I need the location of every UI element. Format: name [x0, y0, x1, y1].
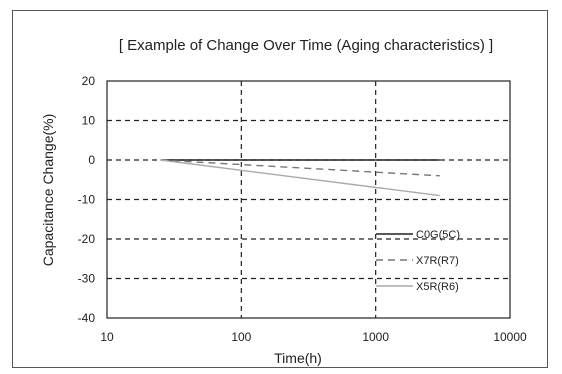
legend-label: C0G(5C): [416, 229, 460, 241]
y-tick-label: -40: [78, 311, 96, 325]
y-tick-label: -20: [78, 232, 96, 246]
x-tick-label: 1000: [362, 330, 389, 344]
series-line-x7r-r7: [161, 160, 440, 176]
chart-title: [ Example of Change Over Time (Aging cha…: [119, 37, 493, 54]
x-tick-label: 10000: [493, 330, 527, 344]
legend-label: X7R(R7): [416, 255, 459, 267]
y-tick-label: 20: [82, 74, 96, 88]
legend-label: X5R(R6): [416, 281, 459, 293]
y-tick-label: 10: [82, 114, 96, 128]
series-line-x5r-r6: [161, 160, 440, 196]
y-tick-label: -10: [78, 193, 96, 207]
y-tick-label: 0: [88, 153, 95, 167]
x-axis-label: Time(h): [274, 350, 322, 366]
y-axis-label: Capacitance Change(%): [40, 114, 56, 267]
x-tick-label: 10: [100, 330, 114, 344]
x-tick-label: 100: [231, 330, 251, 344]
y-tick-label: -30: [78, 272, 96, 286]
